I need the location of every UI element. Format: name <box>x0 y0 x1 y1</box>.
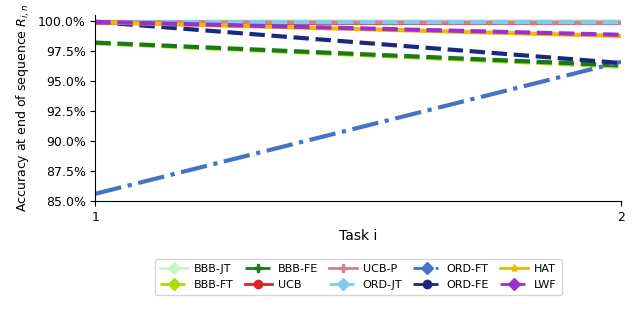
BBB-FE <box>572 62 580 65</box>
ORD-JT <box>232 20 239 24</box>
BBB-JT <box>572 19 580 23</box>
BBB-FT <box>232 47 239 51</box>
BBB-JT <box>124 20 131 24</box>
HAT <box>113 21 120 24</box>
BBB-FE <box>189 45 197 49</box>
UCB <box>92 21 99 25</box>
BBB-FT <box>572 63 580 67</box>
UCB-P <box>572 21 580 24</box>
LWF <box>113 20 120 24</box>
BBB-FE <box>124 42 131 46</box>
ORD-FT <box>189 167 197 171</box>
LWF <box>124 21 131 24</box>
BBB-JT <box>232 20 239 24</box>
BBB-FT <box>189 46 197 49</box>
BBB-JT <box>591 19 598 23</box>
BBB-FE <box>92 41 99 45</box>
BBB-JT <box>92 20 99 24</box>
ORD-JT <box>591 20 598 24</box>
Y-axis label: Accuracy at end of sequence $R_{i,n}$: Accuracy at end of sequence $R_{i,n}$ <box>15 4 32 212</box>
UCB-P <box>232 20 239 24</box>
ORD-FE <box>572 57 580 61</box>
ORD-FT <box>232 157 239 160</box>
BBB-FT <box>92 41 99 45</box>
LWF <box>572 32 580 35</box>
Line: UCB-P: UCB-P <box>95 22 621 23</box>
Line: BBB-FT: BBB-FT <box>95 43 621 67</box>
ORD-FT <box>92 192 99 196</box>
ORD-FT <box>617 60 625 64</box>
UCB <box>124 21 131 25</box>
Line: LWF: LWF <box>95 22 621 35</box>
HAT <box>92 20 99 24</box>
ORD-FE <box>591 59 598 63</box>
UCB <box>617 21 625 25</box>
ORD-JT <box>113 20 120 24</box>
BBB-FE <box>617 63 625 67</box>
BBB-JT <box>617 19 625 23</box>
HAT <box>189 23 197 27</box>
UCB-P <box>189 20 197 24</box>
Line: HAT: HAT <box>95 22 621 36</box>
HAT <box>591 33 598 37</box>
ORD-FE <box>113 22 120 25</box>
BBB-FT <box>591 63 598 67</box>
Line: ORD-FE: ORD-FE <box>95 22 621 63</box>
LWF <box>92 20 99 24</box>
UCB <box>591 21 598 25</box>
ORD-JT <box>124 20 131 24</box>
LWF <box>591 32 598 36</box>
HAT <box>572 33 580 37</box>
BBB-FE <box>113 42 120 46</box>
X-axis label: Task i: Task i <box>339 229 378 243</box>
ORD-JT <box>572 20 580 24</box>
ORD-JT <box>92 20 99 24</box>
LWF <box>189 22 197 26</box>
ORD-FE <box>189 28 197 31</box>
UCB <box>572 21 580 25</box>
ORD-FT <box>572 71 580 75</box>
UCB-P <box>617 21 625 25</box>
UCB <box>232 21 239 25</box>
ORD-JT <box>617 20 625 24</box>
ORD-FT <box>124 184 131 188</box>
Legend: BBB-JT, BBB-FT, BBB-FE, UCB, UCB-P, ORD-JT, ORD-FT, ORD-FE, HAT, LWF: BBB-JT, BBB-FT, BBB-FE, UCB, UCB-P, ORD-… <box>155 259 562 295</box>
Line: BBB-JT: BBB-JT <box>95 21 621 22</box>
HAT <box>617 34 625 38</box>
UCB <box>189 21 197 25</box>
BBB-FT <box>113 42 120 46</box>
ORD-FE <box>232 31 239 35</box>
LWF <box>232 24 239 27</box>
HAT <box>232 24 239 28</box>
UCB-P <box>591 21 598 25</box>
LWF <box>617 33 625 37</box>
BBB-FT <box>617 65 625 68</box>
ORD-FT <box>591 67 598 70</box>
BBB-FT <box>124 43 131 46</box>
BBB-JT <box>189 20 197 24</box>
Line: BBB-FE: BBB-FE <box>95 43 621 65</box>
UCB-P <box>113 20 120 24</box>
UCB-P <box>124 20 131 24</box>
ORD-FE <box>124 22 131 26</box>
BBB-JT <box>113 20 120 24</box>
BBB-FE <box>591 62 598 66</box>
ORD-JT <box>189 20 197 24</box>
UCB <box>113 21 120 25</box>
HAT <box>124 21 131 25</box>
Line: ORD-FT: ORD-FT <box>95 62 621 194</box>
UCB-P <box>92 20 99 24</box>
ORD-FE <box>92 20 99 24</box>
ORD-FE <box>617 61 625 65</box>
ORD-FT <box>113 187 120 190</box>
BBB-FE <box>232 47 239 51</box>
